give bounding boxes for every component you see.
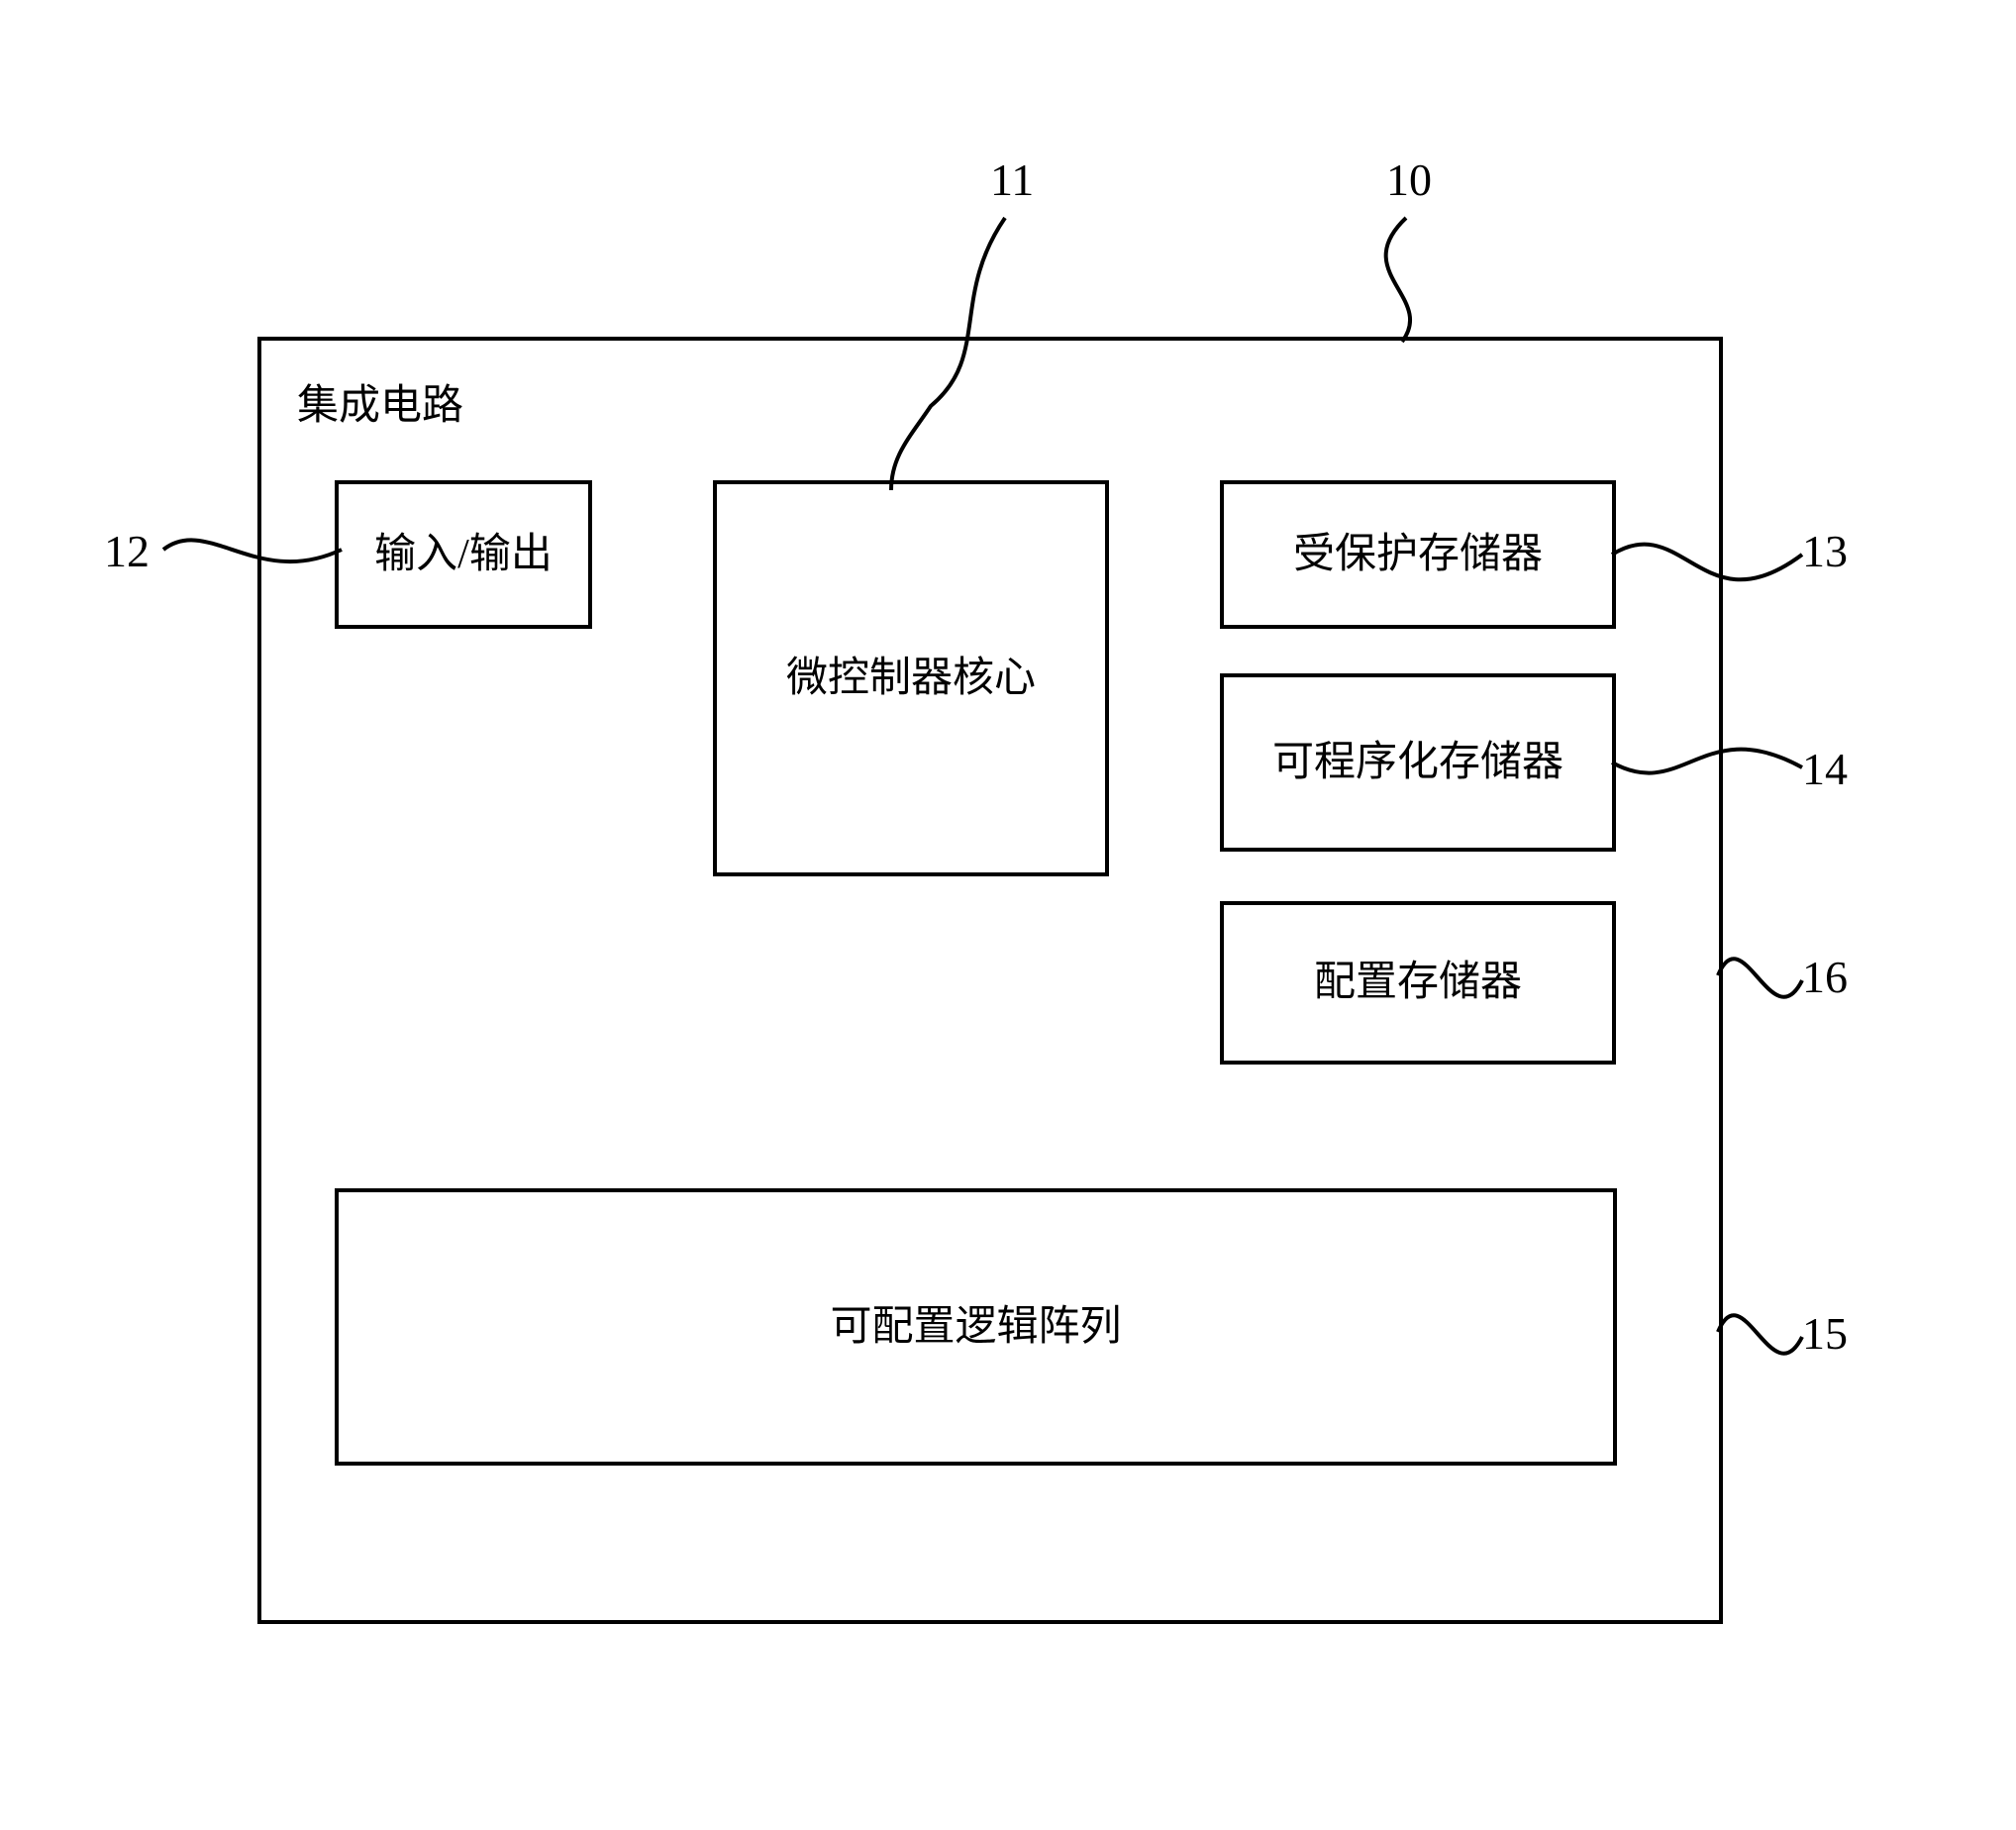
block-mcu-core-label: 微控制器核心 [776,652,1046,706]
block-config-memory: 配置存储器 [1220,901,1616,1065]
ic-block-diagram: 集成电路 输入/输出 微控制器核心 受保护存储器 可程序化存储器 配置存储器 可… [0,0,2016,1830]
block-mcu-core: 微控制器核心 [713,480,1109,876]
leader-10 [1386,218,1410,342]
block-programmable-memory-label: 可程序化存储器 [1262,736,1573,790]
ref-label-16: 16 [1802,951,1848,1003]
leader-16 [1718,959,1802,997]
block-configurable-logic-array-label: 可配置逻辑阵列 [820,1300,1131,1355]
block-config-memory-label: 配置存储器 [1304,956,1532,1010]
block-io-label: 输入/输出 [364,528,562,582]
block-protected-memory-label: 受保护存储器 [1283,528,1553,582]
block-io: 输入/输出 [335,480,592,629]
ref-label-12: 12 [104,525,150,577]
ref-label-11: 11 [990,153,1034,206]
block-protected-memory: 受保护存储器 [1220,480,1616,629]
ref-label-14: 14 [1802,743,1848,795]
block-configurable-logic-array: 可配置逻辑阵列 [335,1188,1617,1466]
ref-label-10: 10 [1386,153,1432,206]
block-programmable-memory: 可程序化存储器 [1220,673,1616,852]
container-title: 集成电路 [297,371,463,432]
ref-label-15: 15 [1802,1307,1848,1360]
leader-15 [1718,1315,1802,1354]
ref-label-13: 13 [1802,525,1848,577]
